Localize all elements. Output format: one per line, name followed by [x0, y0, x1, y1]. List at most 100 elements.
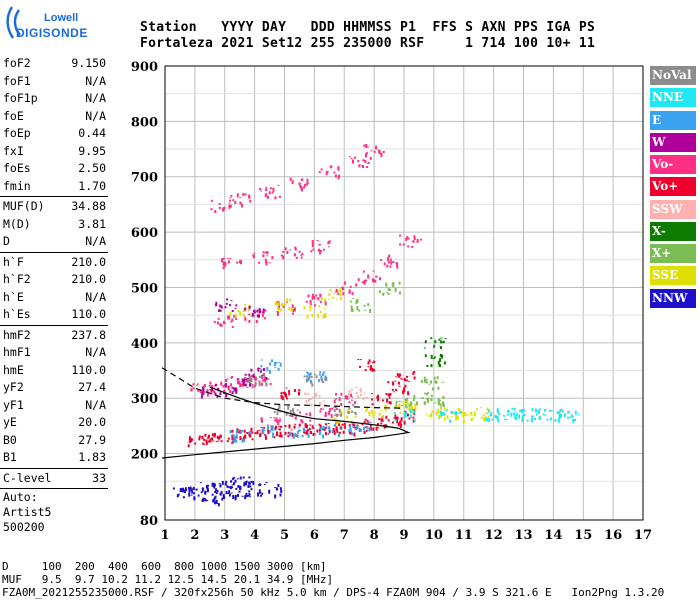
echo-point — [546, 418, 549, 421]
echo-point — [214, 304, 217, 307]
echo-point — [254, 377, 257, 381]
echo-point — [294, 417, 297, 420]
echo-point — [264, 309, 267, 312]
echo-point — [213, 496, 216, 499]
echo-point — [431, 387, 434, 391]
echo-point — [236, 378, 239, 381]
echo-point — [398, 400, 400, 402]
echo-point — [335, 392, 338, 394]
echo-point — [269, 383, 272, 385]
echo-point — [234, 201, 237, 204]
echo-point — [294, 433, 297, 437]
echo-point — [442, 340, 445, 343]
y-tick-label: 200 — [131, 448, 158, 463]
echo-point — [449, 419, 451, 423]
echo-point — [321, 381, 324, 383]
echo-point — [407, 237, 410, 240]
echo-point — [276, 311, 279, 312]
echo-point — [210, 208, 213, 211]
echo-point — [312, 433, 315, 436]
echo-point — [426, 365, 429, 367]
echo-point — [216, 321, 219, 325]
echo-point — [285, 411, 288, 416]
echo-point — [442, 403, 445, 407]
echo-point — [432, 358, 435, 359]
echo-point — [322, 408, 325, 410]
echo-point — [392, 284, 395, 288]
echo-point — [385, 415, 388, 419]
echo-point — [292, 412, 295, 415]
echo-point — [201, 499, 204, 502]
echo-point — [328, 429, 331, 433]
echo-point — [200, 395, 203, 399]
echo-point — [212, 482, 215, 486]
echo-point — [321, 378, 323, 382]
echo-point — [273, 411, 276, 414]
echo-point — [291, 434, 294, 438]
echo-point — [388, 396, 391, 399]
echo-point — [388, 254, 391, 258]
header-values: Fortaleza 2021 Set12 255 235000 RSF 1 71… — [140, 36, 596, 51]
echo-point — [303, 375, 306, 378]
echo-point — [409, 402, 412, 405]
y-tick-label: 500 — [131, 281, 158, 296]
echo-point — [445, 408, 448, 411]
param-row: yF2 27.4 — [0, 379, 108, 397]
echo-point — [339, 427, 342, 429]
echo-point — [485, 412, 488, 414]
echo-point — [243, 378, 246, 382]
echo-point — [242, 193, 245, 197]
echo-point — [181, 488, 184, 493]
echo-point — [309, 304, 312, 309]
echo-point — [259, 370, 262, 373]
echo-point — [428, 383, 431, 385]
echo-point — [307, 433, 310, 438]
echo-point — [300, 254, 303, 256]
echo-point — [486, 407, 489, 411]
echo-point — [508, 411, 511, 413]
echo-point — [318, 423, 321, 426]
echo-point — [263, 368, 265, 371]
echo-point — [483, 417, 486, 422]
series-nne — [393, 407, 580, 423]
x-tick-label: 7 — [340, 528, 349, 543]
echo-point — [326, 170, 329, 173]
echo-point — [423, 378, 426, 383]
echo-point — [216, 490, 219, 492]
echo-point — [409, 409, 412, 414]
echo-point — [318, 395, 321, 398]
echo-point — [288, 415, 291, 417]
param-name: hmE — [3, 362, 24, 377]
echo-point — [372, 278, 374, 282]
echo-point — [430, 398, 433, 402]
echo-point — [347, 412, 350, 414]
param-row: B1 1.83 — [0, 449, 108, 467]
echo-point — [407, 414, 409, 417]
echo-point — [197, 390, 200, 393]
echo-point — [505, 419, 508, 421]
echo-point — [373, 369, 376, 372]
echo-point — [306, 182, 309, 186]
echo-point — [315, 392, 317, 397]
echo-point — [241, 203, 244, 208]
echo-point — [212, 440, 215, 442]
series-noval — [245, 373, 357, 418]
echo-point — [232, 439, 235, 442]
echo-point — [327, 246, 330, 248]
param-name: foEp — [3, 126, 31, 140]
echo-point — [349, 300, 352, 303]
echo-point — [259, 310, 261, 314]
echo-point — [203, 385, 206, 387]
echo-point — [188, 492, 191, 497]
echo-point — [385, 393, 388, 395]
echo-point — [284, 425, 287, 428]
echo-point — [231, 434, 234, 439]
echo-point — [364, 426, 367, 428]
echo-point — [462, 414, 465, 418]
echo-point — [363, 281, 366, 285]
echo-point — [366, 146, 369, 148]
echo-point — [272, 187, 275, 192]
plot-frame — [164, 65, 644, 521]
echo-point — [358, 164, 361, 168]
param-value: 9.150 — [71, 56, 106, 70]
